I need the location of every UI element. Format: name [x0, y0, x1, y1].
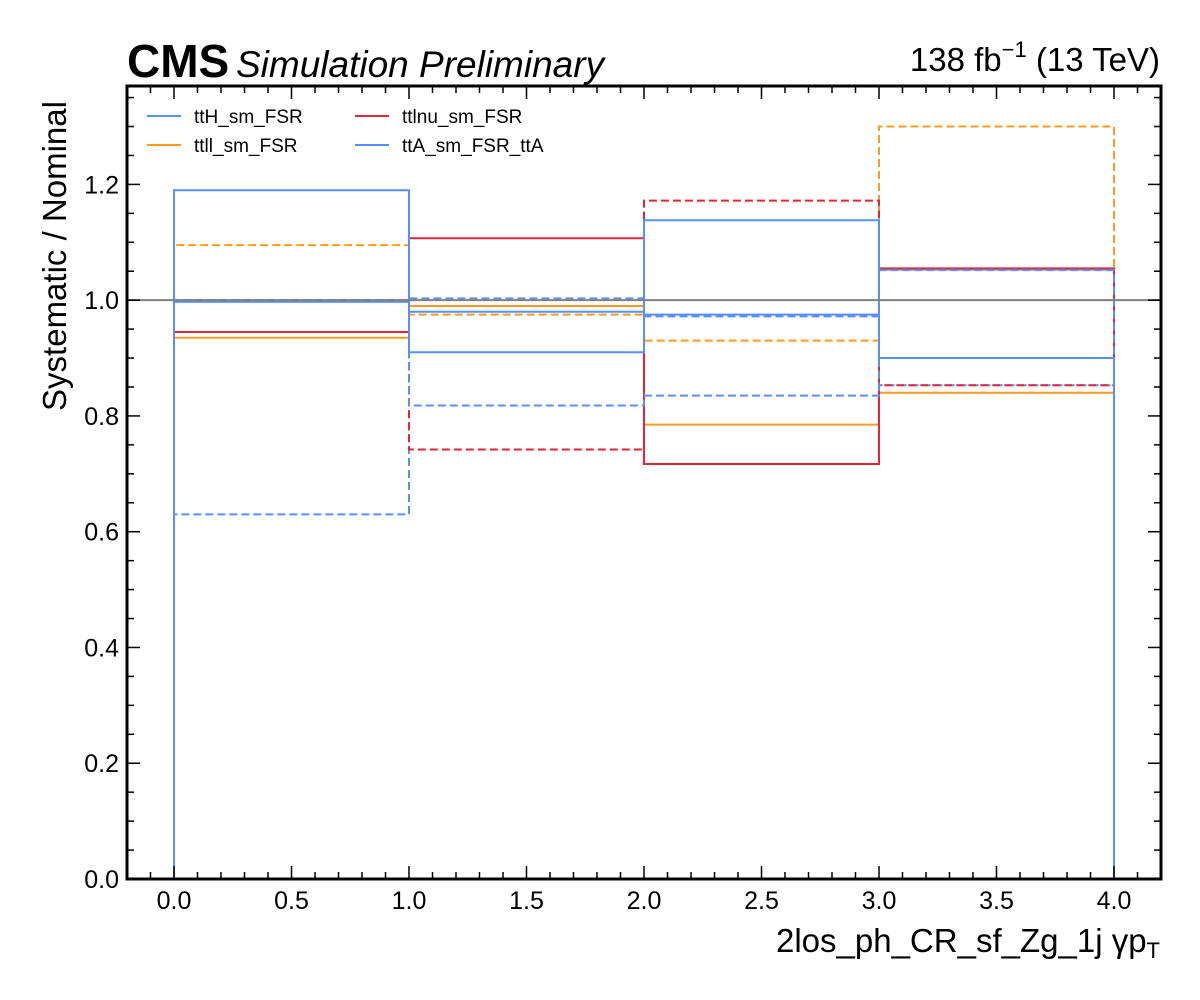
y-tick-label: 0.6	[84, 519, 119, 547]
series-line-6	[173, 189, 1115, 879]
plot-frame	[125, 84, 1163, 881]
y-tick-label: 0.4	[84, 634, 119, 662]
plot-area: 0.0 0.5 1.0 1.5 2.0 2.5 3.0 3.5 4.0 0.0 0.2 0.4 0.6 0…	[84, 84, 1163, 915]
x-tick-label: 0.0	[157, 887, 192, 915]
legend-label: ttA_sm_FSR_ttA	[402, 136, 544, 157]
x-tick-label: 2.0	[627, 887, 662, 915]
x-tick-label: 2.5	[744, 887, 779, 915]
x-tick-label: 3.5	[979, 887, 1014, 915]
y-axis-label: Systematic / Nominal	[36, 101, 73, 411]
x-tick-label: 1.0	[392, 887, 427, 915]
legend: ttH_sm_FSR ttll_sm_FSR ttlnu_sm_FSR ttA_sm_…	[147, 107, 544, 157]
cms-label: CMS	[127, 35, 229, 87]
x-axis-label: 2los_ph_CR_sf_Zg_1j γpT	[776, 922, 1160, 963]
x-tick-label: 3.0	[862, 887, 897, 915]
legend-label: ttll_sm_FSR	[194, 136, 297, 157]
y-tick-label: 0.2	[84, 750, 119, 778]
legend-label: ttH_sm_FSR	[194, 107, 303, 128]
lumi-exponent: −1	[1002, 37, 1027, 62]
lumi-prefix: 138 fb	[910, 41, 1002, 78]
x-tick-label: 4.0	[1097, 887, 1132, 915]
y-tick-label: 0.8	[84, 403, 119, 431]
x-tick-label: 0.5	[274, 887, 309, 915]
legend-label: ttlnu_sm_FSR	[402, 107, 522, 128]
x-axis-label-main: 2los_ph_CR_sf_Zg_1j γp	[776, 922, 1147, 959]
x-tick-label: 1.5	[509, 887, 544, 915]
series-line-3	[173, 125, 1115, 879]
lumi-label: 138 fb−1 (13 TeV)	[910, 37, 1160, 78]
y-tick-label: 0.0	[84, 866, 119, 894]
y-tick-label: 1.0	[84, 287, 119, 315]
x-axis-label-sub: T	[1147, 938, 1160, 963]
y-tick-label: 1.2	[84, 171, 119, 199]
lumi-suffix: (13 TeV)	[1027, 41, 1160, 78]
status-label: Simulation Preliminary	[236, 44, 607, 85]
